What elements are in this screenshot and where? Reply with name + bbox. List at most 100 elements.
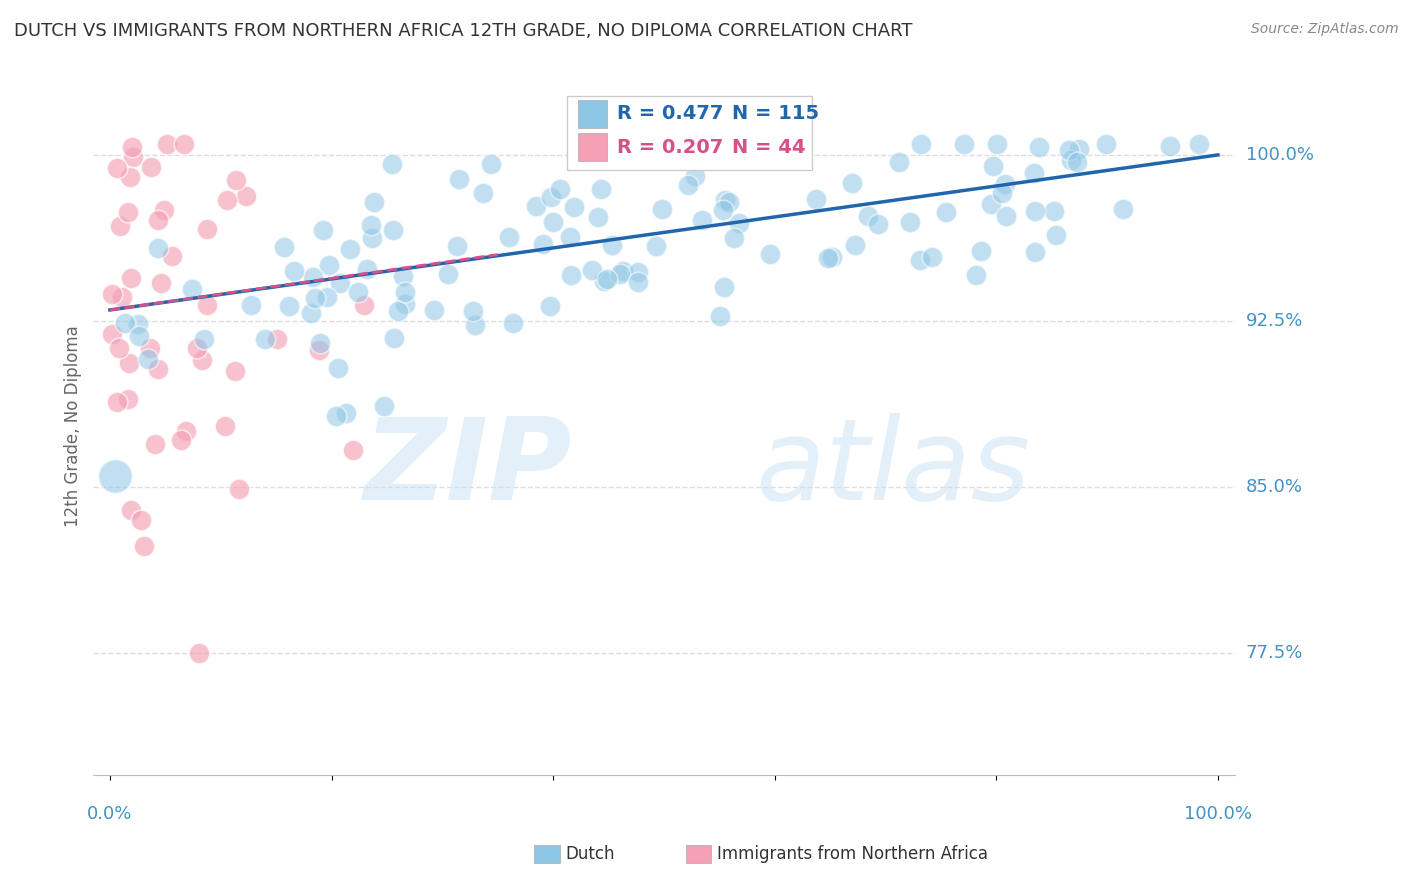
- Point: [134, 539, 156, 553]
- Point: [214, 418, 236, 433]
- Point: [821, 250, 844, 264]
- Point: [145, 437, 167, 451]
- Point: [1159, 139, 1181, 153]
- Point: [538, 299, 561, 313]
- Point: [841, 176, 863, 190]
- Point: [239, 298, 262, 312]
- Point: [136, 351, 159, 366]
- Point: [283, 264, 305, 278]
- Point: [817, 251, 839, 265]
- Point: [104, 469, 127, 483]
- Point: [562, 200, 585, 214]
- Point: [105, 395, 128, 409]
- Point: [120, 503, 142, 517]
- FancyBboxPatch shape: [567, 96, 813, 169]
- Point: [121, 151, 143, 165]
- Point: [612, 263, 634, 277]
- Text: 85.0%: 85.0%: [1246, 478, 1303, 496]
- Point: [215, 194, 238, 208]
- Point: [273, 240, 295, 254]
- Point: [346, 285, 368, 299]
- Point: [723, 231, 745, 245]
- Point: [114, 316, 136, 330]
- Point: [502, 316, 524, 330]
- Point: [225, 173, 247, 187]
- Point: [1059, 143, 1081, 157]
- Point: [253, 332, 276, 346]
- Point: [446, 239, 468, 253]
- Point: [373, 399, 395, 413]
- Text: 0.0%: 0.0%: [87, 805, 132, 823]
- Point: [498, 230, 520, 244]
- Text: Dutch: Dutch: [565, 845, 614, 863]
- Point: [1024, 203, 1046, 218]
- Point: [235, 189, 257, 203]
- Point: [531, 236, 554, 251]
- Point: [844, 238, 866, 252]
- Point: [683, 169, 706, 183]
- Point: [676, 178, 699, 192]
- Point: [146, 241, 169, 255]
- Point: [318, 258, 340, 272]
- Point: [1043, 204, 1066, 219]
- Point: [981, 159, 1004, 173]
- Point: [105, 161, 128, 175]
- Point: [139, 341, 162, 355]
- Point: [335, 406, 357, 420]
- Point: [627, 265, 650, 279]
- Point: [131, 512, 153, 526]
- Point: [308, 343, 330, 358]
- Point: [952, 136, 974, 151]
- Point: [191, 352, 214, 367]
- Point: [309, 336, 332, 351]
- Point: [717, 194, 740, 209]
- Point: [107, 341, 129, 355]
- Point: [121, 140, 143, 154]
- Point: [120, 271, 142, 285]
- Point: [111, 290, 134, 304]
- Text: 100.0%: 100.0%: [1246, 146, 1313, 164]
- Text: 77.5%: 77.5%: [1246, 644, 1303, 662]
- Point: [436, 267, 458, 281]
- Text: R = 0.477: R = 0.477: [617, 104, 724, 123]
- Point: [382, 331, 405, 345]
- Y-axis label: 12th Grade, No Diploma: 12th Grade, No Diploma: [65, 326, 82, 527]
- Point: [117, 356, 139, 370]
- Point: [690, 212, 713, 227]
- Point: [714, 194, 737, 208]
- Point: [1112, 202, 1135, 216]
- Point: [193, 333, 215, 347]
- Point: [1022, 166, 1045, 180]
- Point: [970, 244, 993, 259]
- Text: Source: ZipAtlas.com: Source: ZipAtlas.com: [1251, 22, 1399, 37]
- Point: [180, 282, 202, 296]
- Point: [471, 186, 494, 201]
- Point: [1067, 142, 1090, 156]
- Text: Immigrants from Northern Africa: Immigrants from Northern Africa: [717, 845, 988, 863]
- Point: [463, 304, 485, 318]
- Point: [644, 238, 666, 252]
- Point: [356, 262, 378, 277]
- Point: [117, 205, 139, 219]
- Point: [447, 172, 470, 186]
- Point: [994, 209, 1017, 223]
- Point: [1066, 155, 1088, 169]
- Point: [173, 136, 195, 151]
- Point: [187, 646, 209, 660]
- Point: [174, 424, 197, 438]
- Point: [141, 160, 163, 174]
- Point: [898, 215, 921, 229]
- Point: [759, 247, 782, 261]
- Point: [1024, 245, 1046, 260]
- Point: [596, 271, 619, 285]
- Point: [889, 155, 911, 169]
- Point: [540, 189, 562, 203]
- Bar: [578, 100, 607, 128]
- Point: [728, 215, 751, 229]
- Point: [118, 169, 141, 184]
- Point: [1045, 228, 1067, 243]
- Point: [146, 361, 169, 376]
- Point: [329, 276, 352, 290]
- Point: [101, 326, 124, 341]
- Point: [170, 433, 193, 447]
